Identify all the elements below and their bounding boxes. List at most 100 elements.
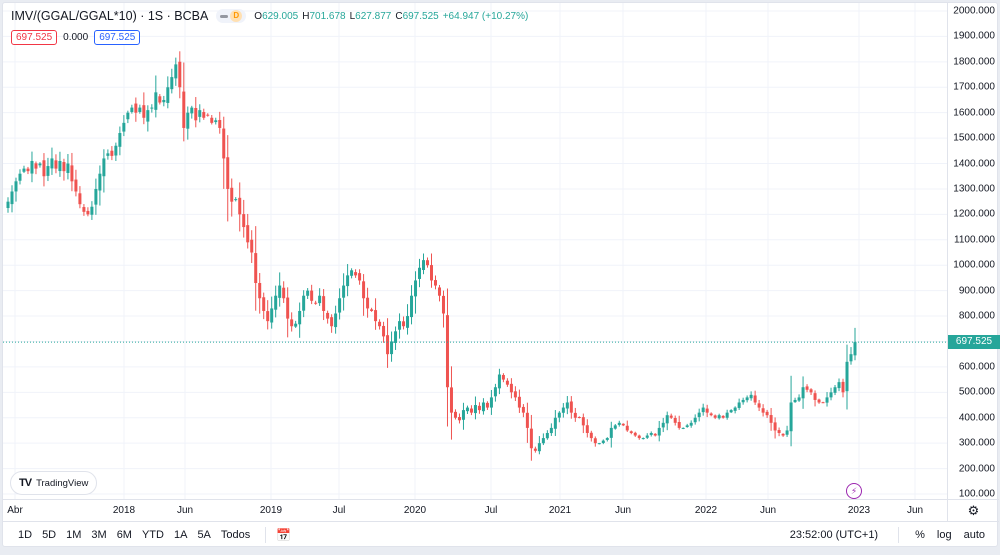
price-axis-label: 1900.000 bbox=[953, 30, 995, 42]
candle-body bbox=[621, 423, 625, 426]
ohlc-values: O629.005 H701.678 L627.877 C697.525 +64.… bbox=[254, 11, 528, 22]
range-button-3m[interactable]: 3M bbox=[91, 529, 107, 541]
range-button-ytd[interactable]: YTD bbox=[141, 529, 164, 541]
candle-body bbox=[441, 295, 445, 314]
price-axis-label: 400.000 bbox=[958, 412, 995, 424]
price-axis-label: 500.000 bbox=[958, 386, 995, 398]
time-axis[interactable]: Abr 2018 Jun 2019 Jul 2020 Jul 2021 Jun 2022 Jun 20… bbox=[3, 499, 947, 521]
candle-body bbox=[725, 412, 729, 418]
candle-body bbox=[637, 435, 641, 439]
candle-body bbox=[294, 323, 298, 327]
candle-body bbox=[238, 197, 242, 215]
time-axis-label: Jun bbox=[759, 505, 777, 516]
candle-body bbox=[246, 225, 250, 243]
candle-body bbox=[589, 432, 593, 439]
candle-body bbox=[773, 422, 777, 431]
candle-body bbox=[501, 375, 505, 380]
candle-body bbox=[721, 415, 725, 418]
range-button-5d[interactable]: 5D bbox=[42, 529, 57, 541]
sell-price-box[interactable]: 697.525 bbox=[11, 30, 58, 45]
candle-body bbox=[146, 110, 150, 122]
range-button-1a[interactable]: 1A bbox=[173, 529, 188, 541]
time-axis-label: Jun bbox=[176, 505, 194, 516]
divider bbox=[898, 527, 900, 543]
candle-body bbox=[713, 415, 717, 418]
candle-body bbox=[521, 406, 525, 413]
candle-body bbox=[250, 239, 254, 253]
candle-body bbox=[62, 162, 66, 172]
candle-body bbox=[186, 112, 190, 129]
candle-body bbox=[118, 133, 122, 147]
goto-date-calendar-icon[interactable]: 📅 bbox=[276, 528, 292, 542]
candle-body bbox=[314, 302, 318, 304]
candle-body bbox=[254, 253, 258, 284]
candle-body bbox=[298, 310, 302, 325]
candle-body bbox=[737, 402, 741, 408]
candle-body bbox=[286, 297, 290, 319]
close-value: 697.525 bbox=[402, 10, 439, 22]
candle-body bbox=[206, 114, 210, 116]
candle-body bbox=[613, 425, 617, 429]
range-button-6m[interactable]: 6M bbox=[116, 529, 132, 541]
candle-body bbox=[174, 64, 178, 79]
buy-price-box[interactable]: 697.525 bbox=[94, 30, 141, 45]
auto-scale-toggle[interactable]: auto bbox=[963, 529, 985, 541]
candle-body bbox=[833, 387, 837, 393]
symbol-title[interactable]: IMV/(GGAL/GGAL*10) · 1S · BCBA bbox=[11, 9, 209, 23]
candle-body bbox=[661, 422, 665, 428]
price-axis-label: 600.000 bbox=[958, 361, 995, 373]
candle-body bbox=[22, 168, 26, 172]
candle-body bbox=[693, 417, 697, 423]
candle-body bbox=[114, 145, 118, 156]
candle-body bbox=[130, 107, 134, 112]
candle-body bbox=[793, 399, 797, 403]
candle-body bbox=[170, 77, 174, 90]
timezone-clock[interactable]: 23:52:00 (UTC+1) bbox=[789, 529, 879, 541]
candle-body bbox=[394, 331, 398, 343]
range-button-1m[interactable]: 1M bbox=[66, 529, 82, 541]
candle-body bbox=[426, 260, 430, 266]
candle-body bbox=[449, 387, 453, 413]
candle-body bbox=[581, 417, 585, 426]
time-axis-label: 2018 bbox=[112, 505, 136, 516]
range-button-5a[interactable]: 5A bbox=[197, 529, 211, 541]
log-scale-toggle[interactable]: log bbox=[936, 529, 952, 541]
candle-body bbox=[809, 389, 813, 393]
tradingview-logo[interactable]: TV TradingView bbox=[10, 471, 98, 495]
price-axis[interactable]: 2000.000 1900.000 1800.000 1700.000 1600.000… bbox=[947, 3, 1000, 500]
candle-body bbox=[346, 275, 350, 287]
candle-body bbox=[701, 407, 705, 413]
range-button-1d[interactable]: 1D bbox=[18, 529, 33, 541]
candle-body bbox=[477, 405, 481, 411]
candle-body bbox=[485, 402, 489, 408]
time-axis-label: 2023 bbox=[847, 505, 871, 516]
candle-body bbox=[821, 402, 825, 404]
candle-body bbox=[354, 272, 358, 276]
percent-scale-toggle[interactable]: % bbox=[915, 529, 925, 541]
range-button-todos[interactable]: Todos bbox=[220, 529, 251, 541]
high-label: H bbox=[302, 10, 310, 22]
candle-body bbox=[14, 181, 18, 192]
candle-body bbox=[94, 188, 98, 205]
price-axis-label: 1300.000 bbox=[953, 183, 995, 195]
candle-body bbox=[222, 128, 226, 159]
candle-body bbox=[657, 427, 661, 436]
candle-body bbox=[274, 295, 278, 310]
lightning-icon[interactable]: ⚡ bbox=[846, 483, 862, 499]
candle-body bbox=[334, 313, 338, 328]
candle-body bbox=[769, 415, 773, 423]
bottom-right-controls: 23:52:00 (UTC+1) % log auto bbox=[790, 527, 999, 543]
settings-gear-icon[interactable]: ⚙ bbox=[947, 499, 999, 521]
candle-body bbox=[430, 265, 433, 281]
candle-body bbox=[154, 92, 158, 110]
candle-body bbox=[825, 397, 829, 403]
candlestick-chart[interactable] bbox=[3, 3, 947, 499]
candle-body bbox=[166, 87, 170, 103]
candle-body bbox=[785, 430, 789, 435]
candle-body bbox=[457, 417, 461, 421]
candle-body bbox=[677, 422, 681, 428]
chart-plot-area[interactable]: IMV/(GGAL/GGAL*10) · 1S · BCBA D O629.00… bbox=[3, 3, 947, 499]
candle-body bbox=[853, 342, 857, 356]
delay-toggle[interactable]: D bbox=[216, 9, 247, 23]
candle-body bbox=[54, 160, 58, 169]
